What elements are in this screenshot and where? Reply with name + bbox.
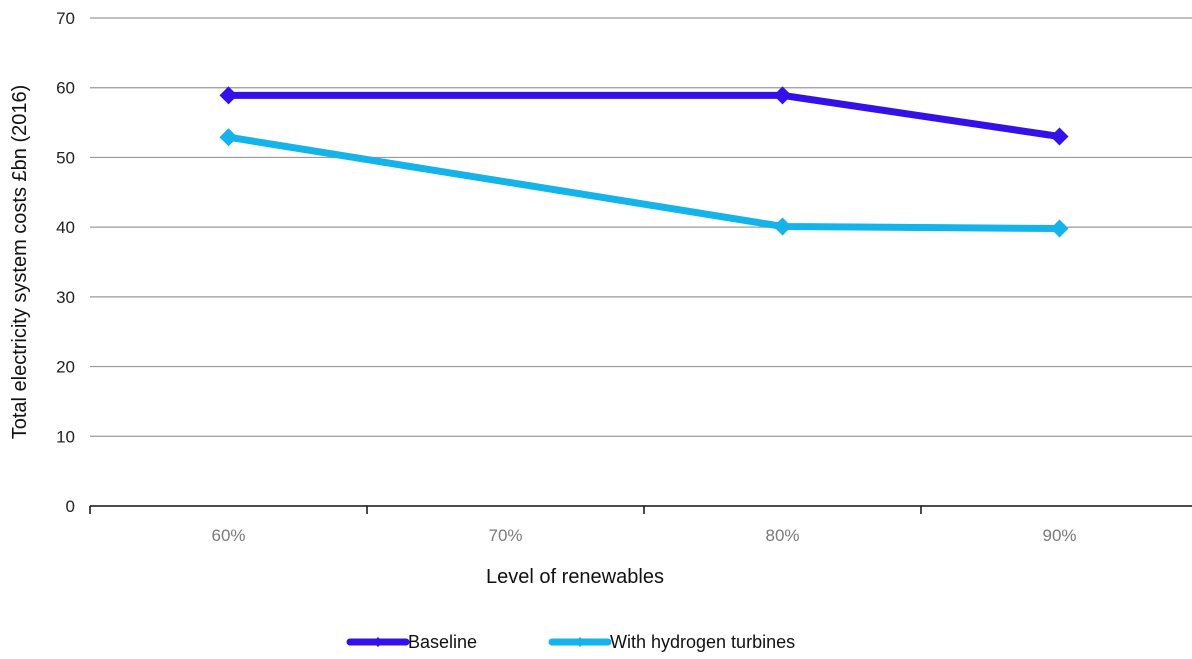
y-tick-label: 10 — [56, 427, 75, 446]
series-line — [225, 133, 1063, 233]
x-tick-label: 80% — [765, 526, 799, 545]
data-point-marker — [219, 86, 238, 105]
data-point-marker — [1050, 127, 1069, 146]
legend-marker — [575, 637, 585, 647]
legend-marker — [373, 637, 383, 647]
legend: Baseline With hydrogen turbines — [346, 632, 795, 652]
data-point-marker — [219, 128, 238, 147]
series-line — [225, 91, 1063, 141]
x-tick-label: 90% — [1042, 526, 1076, 545]
x-tick-label: 70% — [488, 526, 522, 545]
series-lines — [219, 86, 1069, 238]
y-tick-label: 0 — [66, 497, 75, 516]
gridlines — [90, 17, 1192, 437]
y-tick-label: 50 — [56, 148, 75, 167]
data-point-marker — [773, 217, 792, 236]
y-tick-label: 40 — [56, 218, 75, 237]
axes — [89, 505, 1192, 514]
legend-label: With hydrogen turbines — [610, 632, 795, 652]
y-axis-title: Total electricity system costs £bn (2016… — [9, 85, 31, 440]
x-tick-label: 60% — [211, 526, 245, 545]
x-tick-labels: 60% 70% 80% 90% — [211, 526, 1076, 545]
legend-label: Baseline — [408, 632, 477, 652]
x-axis-title: Level of renewables — [486, 566, 664, 588]
data-point-marker — [773, 86, 792, 105]
y-tick-label: 30 — [56, 288, 75, 307]
y-tick-label: 60 — [56, 79, 75, 98]
y-tick-label: 70 — [56, 9, 75, 28]
y-tick-labels: 0 10 20 30 40 50 60 70 — [56, 9, 75, 516]
y-tick-label: 20 — [56, 358, 75, 377]
data-point-marker — [1050, 219, 1069, 238]
